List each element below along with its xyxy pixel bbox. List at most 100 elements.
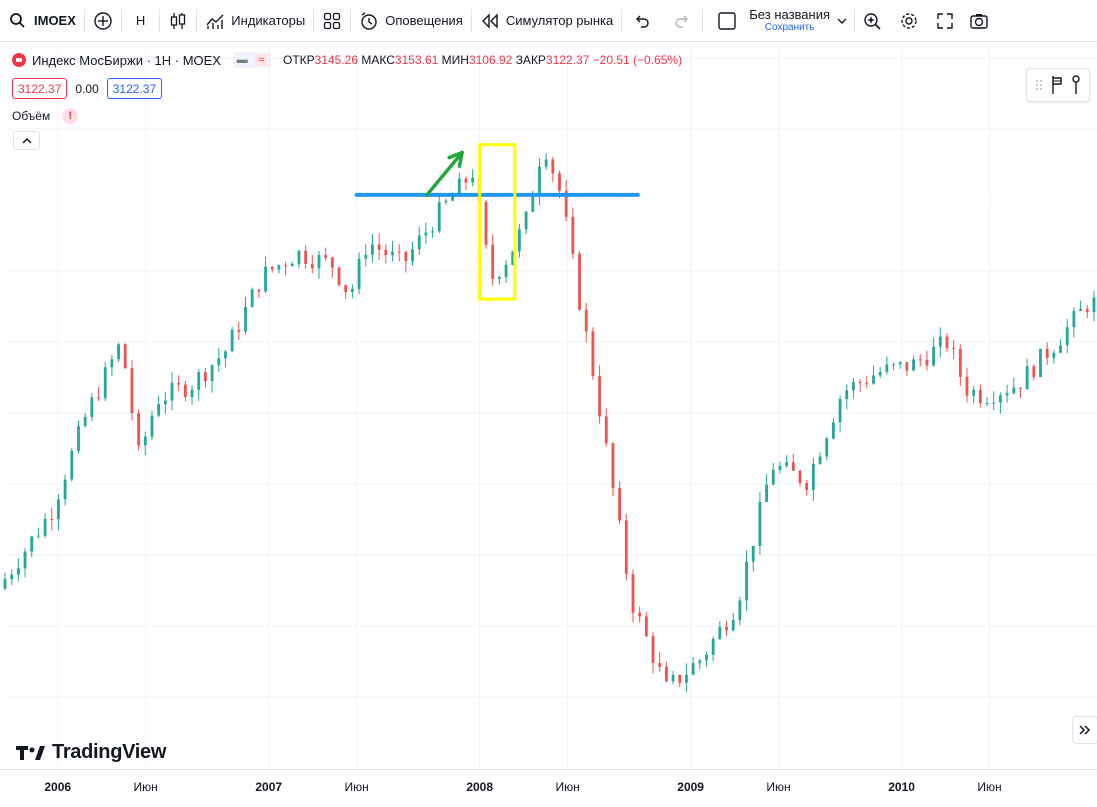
candle-body (471, 177, 475, 183)
double-chevron-right-icon (1079, 725, 1091, 735)
indicators-icon (205, 11, 225, 31)
tradingview-logo-icon (16, 745, 45, 760)
candle-body (711, 638, 715, 655)
candle-body (377, 244, 381, 250)
time-axis-tick: 2010 (888, 780, 915, 794)
candle-body (885, 364, 889, 372)
candle-body (958, 348, 962, 377)
interval-label: H (135, 13, 146, 28)
collapse-legend-button[interactable] (13, 131, 40, 150)
warning-icon[interactable]: ! (62, 108, 79, 124)
candle-body (1092, 297, 1096, 313)
legend-controls[interactable]: ▬ ≈ (232, 52, 271, 68)
candle-body (310, 263, 314, 269)
fullscreen-icon (935, 11, 955, 31)
fullscreen-button[interactable] (927, 0, 963, 42)
bid-ask-row: 3122.37 0.00 3122.37 (12, 78, 163, 99)
candle-body (464, 178, 468, 183)
scroll-to-realtime-button[interactable] (1072, 716, 1097, 744)
candle-body (771, 469, 775, 485)
candle-body (411, 249, 414, 262)
candle-body (932, 346, 936, 366)
time-axis-tick: 2009 (677, 780, 704, 794)
candle-body (865, 382, 869, 384)
candle-body (497, 277, 501, 279)
candle-body (631, 574, 635, 613)
replay-button[interactable]: Симулятор рынка (472, 0, 621, 42)
candle-body (1039, 348, 1042, 377)
indicators-button[interactable]: Индикаторы (197, 0, 313, 42)
candle-body (564, 190, 568, 217)
candle-body (391, 251, 394, 256)
candle-body (878, 371, 882, 376)
candle-body (290, 263, 294, 267)
candle-body (845, 390, 849, 400)
search-icon (8, 11, 28, 31)
candle-body (350, 289, 354, 293)
candle-body (638, 612, 642, 617)
time-axis[interactable]: 2006 Июн 2007 Июн 2008 Июн 2009 Июн 2010 Июн (0, 769, 1097, 807)
candle-body (3, 579, 7, 589)
candle-body (37, 535, 40, 537)
minus-icon: ▬ (236, 54, 248, 66)
search-sparkle-icon (863, 11, 883, 31)
candle-body (16, 568, 20, 575)
candle-body (137, 413, 141, 446)
volume-indicator[interactable]: Объём ! (12, 108, 79, 124)
candle-body (424, 232, 428, 236)
high-label: МАКС (361, 53, 395, 67)
open-label: ОТКР (282, 53, 315, 67)
tradingview-logo[interactable]: TradingView (16, 741, 166, 764)
drawing-panel (1026, 68, 1090, 102)
undo-button[interactable] (622, 0, 662, 42)
toolbar-divider (313, 8, 315, 33)
sell-price[interactable]: 3122.37 (12, 78, 68, 99)
candle-body (818, 456, 822, 464)
candle-body (157, 404, 161, 416)
candle-body (898, 362, 902, 365)
layout-save-link[interactable]: Сохранить (764, 21, 815, 33)
layouts-button[interactable] (314, 0, 350, 42)
candle-body (685, 674, 688, 683)
candle-body (852, 382, 855, 391)
low-value: 3106.92 (468, 53, 513, 67)
top-toolbar: IMOEX H Индикаторы Оповещения (0, 0, 1097, 42)
chart-type-button[interactable] (160, 0, 196, 42)
alerts-button[interactable]: Оповещения (351, 0, 471, 42)
candle-body (1025, 366, 1029, 390)
toolbar-divider (159, 8, 161, 33)
candle-body (978, 389, 982, 404)
rewind-icon (480, 11, 500, 31)
candle-body (758, 501, 762, 546)
flag-tool-icon[interactable] (1049, 74, 1065, 96)
candle-body (805, 482, 809, 490)
pin-tool-icon[interactable] (1070, 74, 1082, 96)
candle-body (270, 266, 274, 270)
interval-button[interactable]: H (122, 0, 159, 42)
legend-title: Индекс МосБиржи · 1Н · MOEX (32, 52, 221, 68)
compare-button[interactable] (85, 0, 121, 42)
quick-search-button[interactable] (855, 0, 891, 42)
settings-button[interactable] (891, 0, 927, 42)
candle-body (317, 254, 321, 269)
buy-price[interactable]: 3122.37 (106, 78, 163, 99)
snapshot-button[interactable] (963, 0, 995, 42)
candle-body (872, 375, 875, 384)
candle-body (404, 251, 408, 262)
redo-button[interactable] (662, 0, 702, 42)
candle-body (364, 254, 368, 259)
drag-handle-icon[interactable] (1034, 75, 1044, 95)
candle-body (110, 359, 114, 368)
candle-body (90, 397, 94, 417)
candle-body (57, 499, 60, 520)
candle-body (511, 251, 515, 265)
open-value: 3145.26 (314, 53, 359, 67)
layout-menu-button[interactable]: Без названия Сохранить (703, 0, 854, 42)
candle-body (918, 359, 922, 361)
symbol-search[interactable]: IMOEX (0, 0, 84, 42)
candle-body (330, 257, 334, 268)
change-value: −20.51 (−0.65%) (592, 53, 683, 67)
candle-body (912, 359, 915, 371)
candle-body (357, 258, 361, 290)
